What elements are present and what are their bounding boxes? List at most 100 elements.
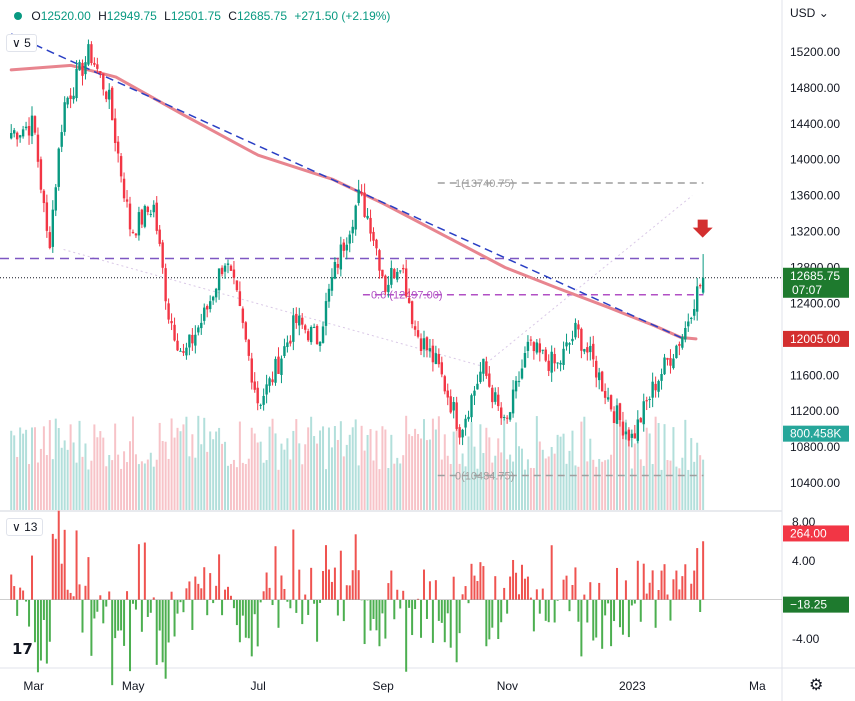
candle-body [553, 353, 556, 364]
oscillator-bar [681, 576, 684, 600]
oscillator-bar [458, 599, 461, 634]
indicator-collapse-button[interactable]: ∨ 5 [6, 34, 37, 52]
candle-body [137, 212, 141, 236]
candle-body [473, 390, 476, 396]
volume-bar [54, 418, 57, 510]
oscillator-bar [316, 599, 319, 642]
candle-body [241, 308, 245, 323]
last-price-label: 12685.75 [790, 269, 840, 283]
volume-bar [16, 456, 19, 510]
oscillator-bar [99, 595, 102, 600]
volume-bar [253, 433, 256, 510]
oscillator-bar [506, 599, 509, 614]
candle-body [547, 360, 550, 371]
oscillator-bar [319, 599, 322, 603]
volume-bar [660, 469, 663, 510]
candle-body [161, 242, 164, 268]
candle-body [693, 309, 696, 316]
currency-selector[interactable]: USD ⌄ [790, 6, 829, 20]
oscillator-bar [690, 583, 693, 600]
time-tick-label: Nov [497, 679, 518, 693]
volume-bar [289, 459, 292, 510]
candle-body [146, 206, 150, 213]
volume-bar [200, 444, 203, 510]
candle-body [12, 130, 16, 134]
candle-body [526, 341, 530, 351]
volume-bar [277, 469, 280, 510]
oscillator-bar [31, 555, 34, 600]
candle-body [51, 209, 54, 247]
gear-icon[interactable]: ⚙ [809, 677, 824, 694]
candle-body [116, 141, 120, 154]
downtrend-line [10, 33, 682, 339]
candle-body [399, 270, 402, 272]
oscillator-bar [262, 591, 265, 600]
oscillator-bar [523, 578, 526, 600]
oscillator-bar [589, 582, 592, 600]
oscillator-collapse-button[interactable]: ∨ 13 [6, 518, 44, 536]
oscillator-bar [126, 591, 129, 600]
volume-bar [488, 437, 491, 510]
price-tick-label: 11200.00 [790, 404, 839, 418]
oscillator-bar [684, 564, 687, 600]
time-axis[interactable]: Mar May Jul Sep Nov 2023 Ma [23, 679, 766, 693]
candle-body [663, 357, 666, 375]
volume-bar [556, 434, 559, 510]
oscillator-bar [304, 594, 307, 600]
candle-body [250, 358, 253, 383]
volume-bar [102, 437, 105, 510]
oscillator-bar [206, 599, 209, 616]
oscillator-bar [518, 594, 521, 600]
volume-bar [529, 467, 532, 510]
candle-body [81, 62, 84, 76]
volume-bar [215, 431, 218, 510]
candle-body [301, 317, 304, 325]
oscillator-bar [461, 594, 464, 600]
volume-bar [339, 421, 342, 510]
oscillator-bar [57, 510, 60, 600]
oscillator-bar [241, 599, 244, 616]
volume-bar [470, 422, 473, 510]
oscillator-bar [604, 599, 607, 616]
candle-body [309, 326, 313, 343]
oscillator-bar [93, 599, 96, 619]
volume-bar [114, 423, 117, 510]
volume-bar [90, 460, 93, 510]
oscillator-bar [253, 599, 256, 615]
oscillator-bar [633, 599, 636, 604]
oscillator-bar [203, 567, 206, 600]
oscillator-bar [200, 588, 203, 600]
oscillator-bar [137, 544, 140, 600]
candle-body [197, 327, 200, 333]
volume-bar [72, 442, 75, 510]
candle-body [502, 417, 506, 419]
oscillator-bar [117, 599, 120, 631]
oscillator-bar [553, 599, 556, 623]
volume-bar [262, 462, 265, 510]
time-tick-label: Mar [23, 679, 44, 693]
tradingview-logo-icon[interactable]: 17 [12, 640, 33, 658]
oscillator-bar [277, 599, 280, 628]
oscillator-bar [425, 599, 428, 619]
candle-body [577, 324, 580, 330]
volume-bar [636, 425, 639, 510]
volume-bar [57, 428, 60, 510]
trendline[interactable] [10, 33, 682, 339]
candle-body [220, 267, 224, 275]
oscillator-bar [464, 586, 467, 600]
volume-bar [509, 454, 512, 510]
oscillator-bar [105, 599, 108, 607]
volume-bar [544, 458, 547, 510]
volume-bar [342, 456, 345, 510]
volume-bar [19, 427, 22, 510]
oscillator-bar [152, 597, 155, 600]
oscillator-bar [381, 599, 384, 614]
candle-body [69, 95, 72, 99]
candle-body [410, 301, 414, 325]
candle-body [517, 381, 521, 383]
oscillator-bar [396, 589, 399, 600]
volume-bar [42, 426, 45, 510]
volume-bar [520, 448, 523, 510]
